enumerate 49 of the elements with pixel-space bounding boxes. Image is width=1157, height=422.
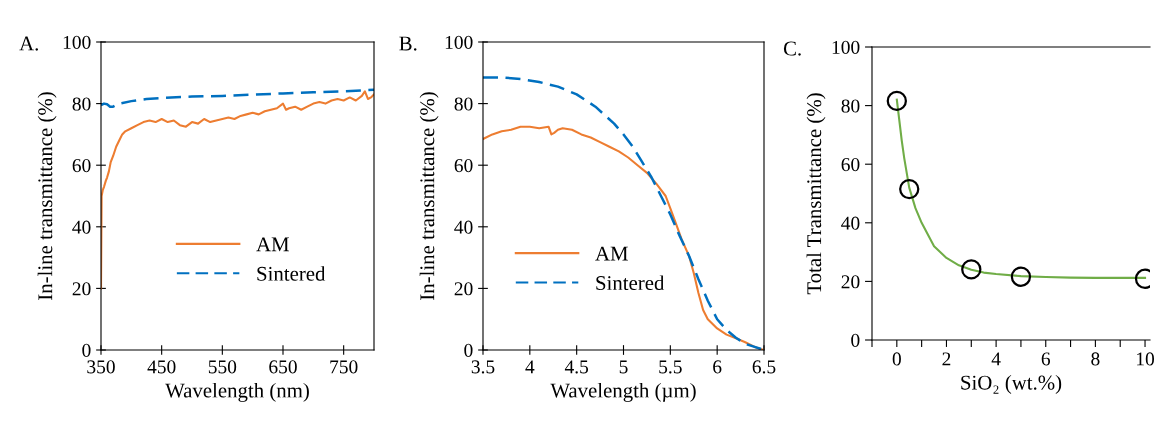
y-tick-label: 60 (841, 158, 860, 172)
y-tick-label: 40 (72, 220, 91, 234)
x-tick-label: 5 (619, 360, 628, 374)
y-tick-label: 80 (454, 97, 473, 111)
y-tick-label: 0 (82, 343, 91, 357)
x-tick-label: 750 (330, 360, 358, 374)
y-tick-label: 20 (454, 282, 473, 296)
x-tick-label: 5.5 (659, 360, 682, 374)
x-tick-label: 8 (1091, 352, 1100, 366)
y-tick-label: 100 (63, 35, 91, 49)
x-tick-label: 4 (991, 352, 1001, 366)
x-tick-label: 6 (713, 360, 722, 374)
y-tick-label: 80 (841, 99, 860, 113)
y-tick-label: 0 (851, 333, 860, 347)
x-tick-label: 3.5 (471, 360, 495, 374)
x-tick-label: 6 (1041, 352, 1051, 366)
y-tick-label: 100 (445, 35, 473, 49)
x-tick-label: 450 (147, 360, 176, 374)
x-axis-title: Wavelength (nm) (165, 382, 309, 402)
x-tick-label: 2 (942, 352, 951, 366)
chart-title: C. (783, 41, 801, 56)
y-tick-label: 0 (464, 343, 473, 357)
y-tick-label: 20 (72, 282, 91, 296)
x-tick-label: 350 (87, 360, 115, 374)
x-tick-label: 550 (208, 360, 237, 374)
y-tick-label: 60 (72, 159, 91, 173)
chart-title: A. (19, 36, 38, 51)
x-tick-label: 0 (892, 352, 901, 366)
y-tick-label: 100 (832, 40, 860, 54)
x-tick-label: 4.5 (564, 360, 589, 374)
y-tick-label: 40 (841, 216, 860, 230)
chart-title: B. (399, 36, 417, 51)
y-tick-label: 60 (454, 159, 473, 173)
y-axis-title: In-line transmittance (%) (37, 92, 57, 300)
legend-label: Sintered (596, 275, 665, 291)
x-tick-label: 10 (1137, 352, 1155, 366)
x-axis-title: Wavelength (µm) (550, 382, 696, 402)
legend-label: Sintered (257, 266, 326, 281)
x-tick-label: 4 (525, 360, 535, 374)
x-tick-label: 650 (269, 360, 297, 374)
y-axis-title: In-line transmittance (%) (419, 92, 439, 300)
y-tick-label: 40 (454, 220, 473, 234)
x-tick-label: 6.5 (752, 360, 776, 374)
x-axis-title: SiO₂ (wt.%) (961, 374, 1062, 394)
y-tick-label: 20 (841, 275, 860, 289)
legend-label: AM (256, 237, 289, 252)
legend-label: AM (595, 246, 628, 261)
y-axis-title: Total Transmittance (%) (806, 93, 826, 295)
y-tick-label: 80 (72, 97, 91, 111)
